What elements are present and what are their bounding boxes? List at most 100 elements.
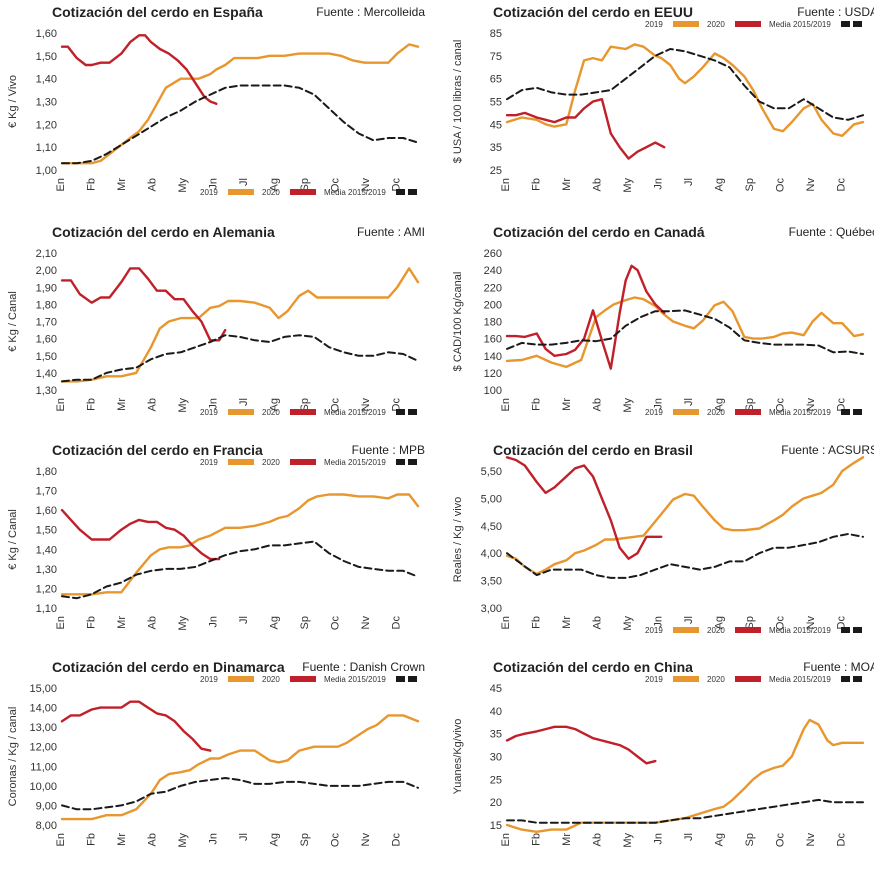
x-tick-label: Dc xyxy=(391,833,403,847)
x-tick-label: Ag xyxy=(269,398,281,411)
legend-swatch xyxy=(228,189,254,195)
legend-label: Media 2015/2019 xyxy=(769,408,831,417)
x-tick-label: Jn xyxy=(208,398,220,410)
x-tick-label: Ag xyxy=(714,616,726,629)
chart-panel: Cotización del cerdo en China Fuente : MO… xyxy=(445,655,874,870)
legend-label: 2019 xyxy=(645,626,663,635)
x-tick-label: Mr xyxy=(561,616,573,629)
x-tick-label: Jn xyxy=(653,833,665,845)
x-tick-label: Nv xyxy=(360,178,372,192)
x-tick-label: Sp xyxy=(299,398,311,411)
y-tick-label: 10,00 xyxy=(29,781,57,793)
x-tick-label: My xyxy=(177,833,189,848)
y-tick-label: 35 xyxy=(490,729,502,741)
chart-panel: Cotización del cerdo en Dinamarca Fuente … xyxy=(0,655,425,870)
x-tick-label: Ag xyxy=(269,616,281,629)
x-tick-label: Nv xyxy=(360,616,372,630)
y-tick-label: 3,00 xyxy=(481,603,502,615)
legend-swatch xyxy=(735,676,761,682)
legend-swatch xyxy=(396,676,405,682)
x-tick-label: Oc xyxy=(775,178,787,193)
chart-title: Cotización del cerdo en Alemania xyxy=(52,224,275,240)
legend-label: Media 2015/2019 xyxy=(769,626,831,635)
y-tick-label: 1,60 xyxy=(36,505,57,517)
legend-swatch xyxy=(853,676,862,682)
y-tick-label: 25 xyxy=(490,165,502,177)
y-tick-label: 1,90 xyxy=(36,282,57,294)
series-line-media-2015-2019 xyxy=(61,334,419,383)
series-line-2020 xyxy=(60,700,212,752)
y-axis-label: € Kg / Canal xyxy=(7,291,19,352)
x-tick-label: My xyxy=(622,178,634,193)
y-tick-label: 240 xyxy=(484,265,502,277)
x-tick-label: Fb xyxy=(86,398,98,411)
chart-legend: 2019 2020 Media 2015/2019 xyxy=(200,675,417,684)
series-line-2020 xyxy=(505,98,666,160)
chart-title: Cotización del cerdo en Dinamarca xyxy=(52,659,285,675)
chart-svg: 15 20 25 30 35 40 45 Yuanes/Kg/vivo En Fb Mr Ab My Jn… xyxy=(452,675,865,848)
legend-label: 2020 xyxy=(262,408,280,417)
legend-swatch xyxy=(673,21,699,27)
y-tick-label: 1,50 xyxy=(36,525,57,537)
x-tick-label: Dc xyxy=(391,616,403,630)
y-tick-label: 2,00 xyxy=(36,265,57,277)
legend-swatch xyxy=(853,21,862,27)
x-tick-label: Oc xyxy=(330,398,342,413)
legend-label: Media 2015/2019 xyxy=(769,675,831,684)
legend-swatch xyxy=(228,459,254,465)
legend-label: 2020 xyxy=(262,458,280,467)
chart-title: Cotización del cerdo en China xyxy=(493,659,693,675)
series-line-2019 xyxy=(60,43,420,165)
chart-source: Fuente : Québec xyxy=(788,225,874,239)
legend-swatch xyxy=(290,459,316,465)
y-tick-label: 180 xyxy=(484,317,502,329)
x-tick-label: En xyxy=(500,616,512,629)
y-tick-label: 3,50 xyxy=(481,576,502,588)
series-line-media-2015-2019 xyxy=(506,798,864,824)
legend-swatch xyxy=(673,409,699,415)
legend-label: 2019 xyxy=(200,408,218,417)
y-tick-label: 5,00 xyxy=(481,493,502,505)
series-line-2020 xyxy=(505,725,657,765)
legend-swatch xyxy=(841,21,850,27)
chart-title: Cotización del cerdo en Canadá xyxy=(493,224,705,240)
legend-swatch xyxy=(853,627,862,633)
x-tick-label: Jl xyxy=(238,833,250,841)
x-tick-label: Dc xyxy=(391,178,403,192)
series-line-2019 xyxy=(60,493,420,596)
legend-swatch xyxy=(735,409,761,415)
x-tick-label: Dc xyxy=(391,398,403,412)
y-tick-label: 1,10 xyxy=(36,603,57,615)
x-tick-label: My xyxy=(622,398,634,413)
series-line-media-2015-2019 xyxy=(506,533,864,579)
y-tick-label: 4,50 xyxy=(481,521,502,533)
chart-legend: 2019 2020 Media 2015/2019 xyxy=(200,408,417,417)
x-tick-label: Ab xyxy=(147,398,159,411)
y-tick-label: 1,60 xyxy=(36,28,57,40)
x-tick-label: En xyxy=(500,398,512,411)
chart-legend: 2019 2020 Media 2015/2019 xyxy=(645,626,862,635)
chart-source: Fuente : AMI xyxy=(356,225,425,239)
legend-label: 2020 xyxy=(707,408,725,417)
chart-svg: 1,00 1,10 1,20 1,30 1,40 1,50 1,60 € Kg / Vivo E… xyxy=(7,28,420,197)
legend-label: Media 2015/2019 xyxy=(324,458,386,467)
y-tick-label: 1,80 xyxy=(36,299,57,311)
series-line-2020 xyxy=(60,34,218,105)
x-tick-label: Fb xyxy=(531,178,543,191)
chart-svg: 8,00 9,00 10,00 11,00 12,00 13,00 14,00 15,00 Co… xyxy=(7,675,420,848)
chart-source: Fuente : USDA xyxy=(797,5,874,19)
x-tick-label: Sp xyxy=(299,833,311,846)
x-tick-label: En xyxy=(55,616,67,629)
y-tick-label: 15 xyxy=(490,820,502,832)
x-tick-label: Oc xyxy=(775,616,787,631)
chart-panel: Cotización del cerdo en Francia Fuente : … xyxy=(0,438,425,653)
chart-svg: 1,30 1,40 1,50 1,60 1,70 1,80 1,90 2,00 2,10 € Kg… xyxy=(7,248,420,417)
chart-source: Fuente : Danish Crown xyxy=(302,660,425,674)
x-tick-label: Oc xyxy=(330,616,342,631)
chart-panel: Cotización del cerdo en Brasil Fuente : A… xyxy=(445,438,874,653)
y-tick-label: 11,00 xyxy=(30,761,57,773)
legend-swatch xyxy=(408,189,417,195)
x-tick-label: Nv xyxy=(805,616,817,630)
x-tick-label: Mr xyxy=(561,178,573,191)
x-tick-label: Dc xyxy=(836,398,848,412)
